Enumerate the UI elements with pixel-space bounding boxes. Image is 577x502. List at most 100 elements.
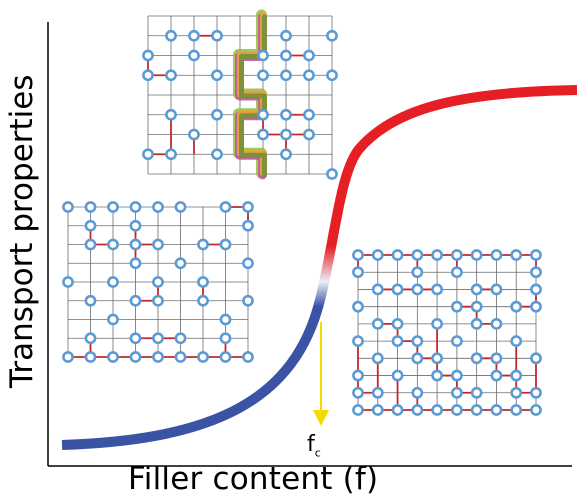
filler-particle — [411, 335, 424, 348]
filler-particle — [174, 332, 187, 345]
filler-particle — [62, 351, 74, 363]
filler-particle — [352, 335, 364, 348]
filler-particle — [129, 257, 142, 270]
filler-particle — [152, 201, 164, 213]
filler-particle — [391, 317, 404, 330]
filler-particle — [174, 201, 187, 213]
percolation-curve — [61, 85, 577, 450]
filler-particle — [280, 69, 292, 82]
filler-particle — [530, 300, 542, 313]
filler-particle — [188, 29, 200, 42]
filler-particle — [142, 69, 154, 82]
filler-particle — [257, 128, 269, 141]
filler-particle — [352, 404, 364, 416]
filler-particle — [326, 69, 338, 82]
filler-particle — [411, 266, 424, 279]
filler-particle — [490, 369, 503, 382]
filler-particle — [490, 352, 503, 365]
filler-particle — [530, 249, 542, 261]
filler-particle — [470, 300, 483, 313]
filler-particle — [211, 108, 223, 121]
filler-particle — [371, 352, 384, 365]
filler-particle — [219, 201, 232, 213]
filler-particle — [391, 283, 404, 296]
filler-particle — [197, 294, 209, 307]
filler-particle — [303, 69, 315, 82]
filler-particle — [129, 294, 142, 307]
filler-particle — [490, 317, 503, 330]
threshold-label-sub: c — [314, 446, 321, 460]
filler-particle — [431, 249, 444, 261]
filler-particle — [470, 404, 483, 416]
filler-particle — [431, 369, 444, 382]
filler-particle — [84, 219, 97, 232]
filler-particle — [391, 404, 404, 416]
filler-particle — [107, 351, 119, 363]
filler-particle — [280, 128, 292, 141]
filler-particle — [352, 369, 364, 382]
inset-grid-above-threshold — [352, 249, 542, 416]
filler-particle — [530, 404, 542, 416]
filler-particle — [530, 386, 542, 399]
filler-particle — [371, 404, 384, 416]
filler-particle — [470, 249, 483, 261]
inset-grid-below-threshold — [62, 201, 254, 363]
filler-particle — [84, 201, 97, 213]
filler-particle — [431, 317, 444, 330]
filler-particle — [188, 49, 200, 62]
filler-particle — [450, 386, 463, 399]
filler-particle — [62, 276, 74, 288]
filler-particle — [84, 294, 97, 307]
y-axis-label: Transport properties — [4, 74, 40, 388]
filler-particle — [371, 317, 384, 330]
filler-particle — [242, 294, 254, 307]
filler-particle — [391, 249, 404, 261]
path-strand — [239, 14, 267, 178]
filler-particle — [470, 386, 483, 399]
filler-particle — [219, 351, 232, 363]
filler-particle — [219, 313, 232, 326]
filler-particle — [530, 352, 542, 365]
filler-particle — [352, 386, 364, 399]
filler-particle — [303, 49, 315, 62]
filler-particle — [470, 283, 483, 296]
filler-particle — [450, 300, 463, 313]
filler-particle — [84, 238, 97, 251]
filler-particle — [411, 386, 424, 399]
filler-particle — [142, 148, 154, 161]
filler-particle — [431, 283, 444, 296]
filler-particle — [165, 148, 177, 161]
filler-particle — [242, 219, 254, 232]
filler-particle — [152, 332, 164, 345]
filler-particle — [530, 266, 542, 279]
filler-particle — [371, 249, 384, 261]
filler-particle — [352, 300, 364, 313]
filler-particle — [391, 335, 404, 348]
filler-particle — [257, 49, 269, 62]
filler-particle — [326, 168, 338, 180]
x-axis-label: Filler content (f) — [128, 461, 379, 497]
filler-particle — [107, 201, 119, 213]
filler-particle — [107, 276, 119, 288]
filler-particle — [165, 29, 177, 42]
filler-particle — [371, 283, 384, 296]
filler-particle — [326, 29, 338, 42]
filler-particle — [129, 219, 142, 232]
filler-particle — [211, 148, 223, 161]
inset-grid-at-threshold — [142, 9, 338, 180]
filler-particle — [510, 335, 523, 348]
filler-particle — [470, 317, 483, 330]
filler-particle — [411, 352, 424, 365]
filler-particle — [174, 351, 187, 363]
filler-particle — [391, 369, 404, 382]
filler-particle — [431, 352, 444, 365]
filler-particle — [450, 335, 463, 348]
filler-particle — [510, 386, 523, 399]
filler-particle — [303, 108, 315, 121]
filler-particle — [530, 283, 542, 296]
threshold-label: fc — [307, 432, 321, 459]
filler-particle — [242, 351, 254, 363]
filler-particle — [411, 283, 424, 296]
filler-particle — [411, 249, 424, 261]
